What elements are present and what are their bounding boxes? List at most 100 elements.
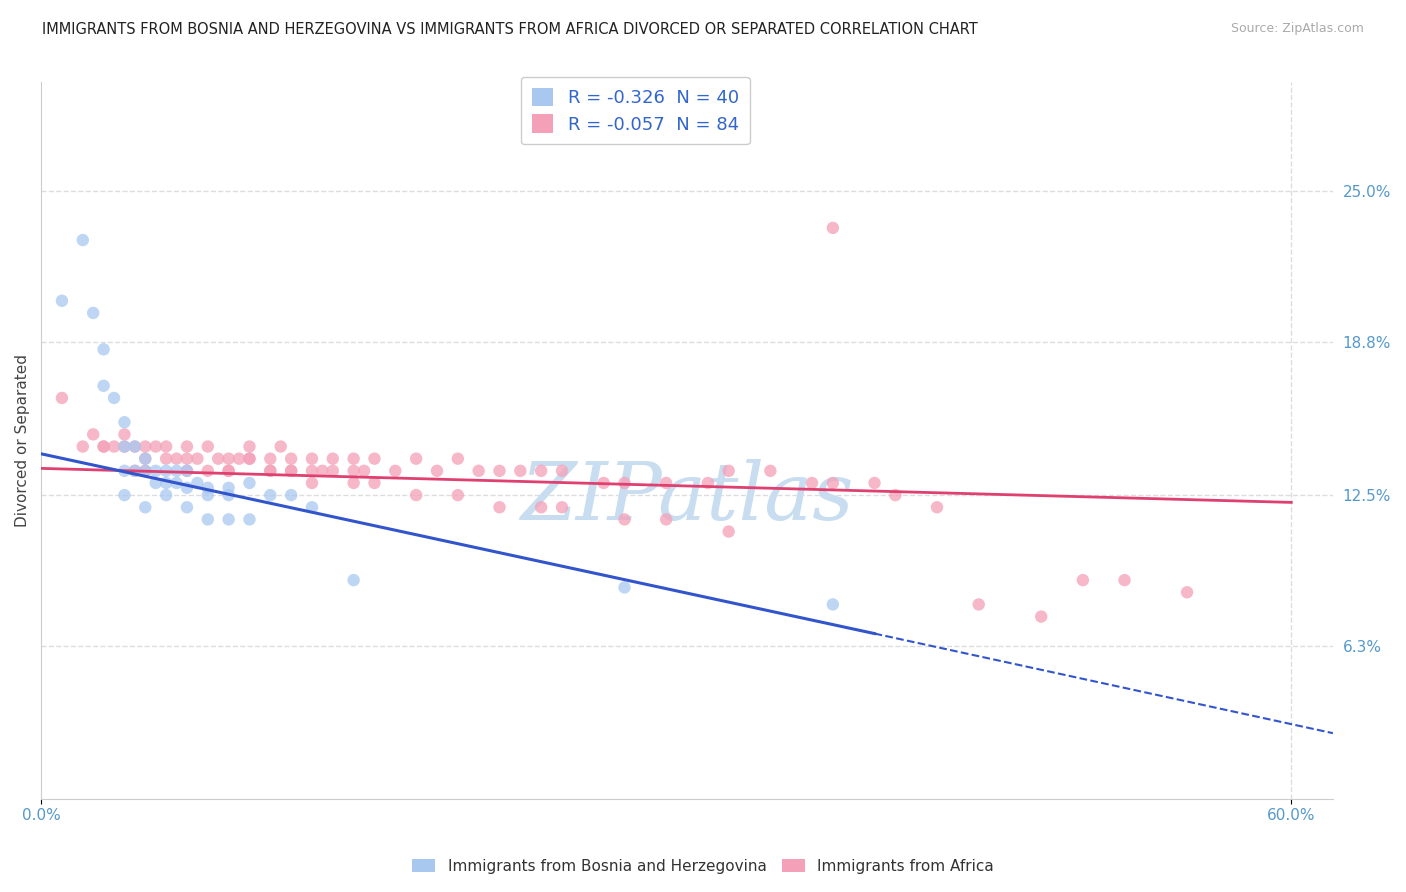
Point [1114,573,1136,587]
Point [155,451,177,466]
Point [384,464,406,478]
Point [114,488,136,502]
Point [488,464,510,478]
Point [197,481,219,495]
Point [51,391,73,405]
Point [259,464,281,478]
Point [134,451,156,466]
Point [447,451,470,466]
Point [124,464,146,478]
Legend: Immigrants from Bosnia and Herzegovina, Immigrants from Africa: Immigrants from Bosnia and Herzegovina, … [406,853,1000,880]
Point [238,512,260,526]
Point [145,475,167,490]
Point [270,440,292,454]
Point [51,293,73,308]
Point [134,464,156,478]
Point [1071,573,1094,587]
Point [467,464,489,478]
Point [114,440,136,454]
Point [145,440,167,454]
Point [405,488,427,502]
Point [155,440,177,454]
Point [280,464,302,478]
Point [176,500,198,515]
Point [551,464,574,478]
Point [166,464,188,478]
Point [103,440,125,454]
Point [114,415,136,429]
Point [114,427,136,442]
Point [322,451,344,466]
Point [259,451,281,466]
Point [259,464,281,478]
Point [72,233,94,247]
Point [238,451,260,466]
Point [82,427,104,442]
Point [82,306,104,320]
Point [488,500,510,515]
Point [405,451,427,466]
Point [155,475,177,490]
Point [717,524,740,539]
Point [124,440,146,454]
Point [551,500,574,515]
Point [301,500,323,515]
Point [238,451,260,466]
Text: IMMIGRANTS FROM BOSNIA AND HERZEGOVINA VS IMMIGRANTS FROM AFRICA DIVORCED OR SEP: IMMIGRANTS FROM BOSNIA AND HERZEGOVINA V… [42,22,979,37]
Point [592,475,614,490]
Point [72,440,94,454]
Point [301,475,323,490]
Point [166,451,188,466]
Point [343,451,366,466]
Point [280,464,302,478]
Point [322,464,344,478]
Point [93,379,115,393]
Point [884,488,907,502]
Point [197,488,219,502]
Point [207,451,229,466]
Point [801,475,824,490]
Point [655,512,678,526]
Text: ZIPatlas: ZIPatlas [520,459,853,536]
Point [155,464,177,478]
Legend: R = -0.326  N = 40, R = -0.057  N = 84: R = -0.326 N = 40, R = -0.057 N = 84 [520,77,749,145]
Point [166,475,188,490]
Point [186,451,208,466]
Point [821,598,844,612]
Point [218,488,240,502]
Point [343,573,366,587]
Point [280,488,302,502]
Point [197,464,219,478]
Point [134,500,156,515]
Point [717,464,740,478]
Point [613,581,636,595]
Point [218,464,240,478]
Point [176,451,198,466]
Point [530,464,553,478]
Point [197,440,219,454]
Point [613,475,636,490]
Point [967,598,990,612]
Point [93,440,115,454]
Point [197,512,219,526]
Point [301,451,323,466]
Point [124,464,146,478]
Point [509,464,531,478]
Point [134,464,156,478]
Point [134,440,156,454]
Point [311,464,333,478]
Point [863,475,886,490]
Point [218,451,240,466]
Point [925,500,948,515]
Point [114,464,136,478]
Point [93,440,115,454]
Point [363,451,385,466]
Point [530,500,553,515]
Point [238,475,260,490]
Point [218,512,240,526]
Point [655,475,678,490]
Point [155,488,177,502]
Point [280,451,302,466]
Point [759,464,782,478]
Point [218,481,240,495]
